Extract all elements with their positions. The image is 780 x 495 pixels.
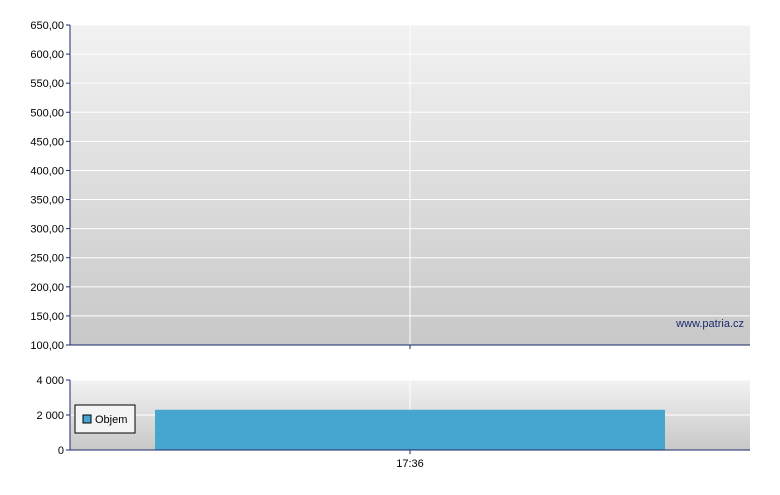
legend-swatch: [82, 414, 92, 424]
price-y-tick-label: 350,00: [30, 195, 64, 207]
volume-y-tick-label: 2 000: [36, 410, 64, 422]
legend-label-objem: Objem: [95, 414, 127, 426]
price-y-tick-label: 100,00: [30, 340, 64, 352]
price-y-tick-label: 550,00: [30, 78, 64, 90]
volume-y-axis: 0 2 000 4 000: [36, 375, 70, 457]
price-y-tick-label: 300,00: [30, 224, 64, 236]
legend: Objem: [74, 404, 136, 434]
volume-x-tick-label: 17:36: [396, 458, 424, 470]
price-y-tick-label: 450,00: [30, 136, 64, 148]
price-y-tick-label: 150,00: [30, 311, 64, 323]
price-y-axis: 100,00 150,00 200,00 250,00 300,00 350,00 400,…: [30, 20, 70, 352]
volume-y-tick-label: 0: [58, 445, 64, 457]
price-y-tick-label: 400,00: [30, 165, 64, 177]
price-y-tick-label: 600,00: [30, 49, 64, 61]
volume-x-axis: 17:36: [396, 450, 424, 470]
volume-panel: 0 2 000 4 000 17:36 Objem: [36, 375, 750, 470]
volume-y-tick-label: 4 000: [36, 375, 64, 387]
volume-bars: [155, 409, 665, 450]
volume-bar: [155, 409, 665, 450]
price-gridlines: [70, 24, 750, 345]
price-y-tick-label: 250,00: [30, 253, 64, 265]
price-y-tick-label: 200,00: [30, 282, 64, 294]
price-panel: 100,00 150,00 200,00 250,00 300,00 350,00 400,…: [30, 20, 750, 352]
watermark: www.patria.cz: [675, 318, 744, 330]
legend-box: [74, 404, 136, 434]
price-y-tick-label: 650,00: [30, 20, 64, 32]
price-y-tick-label: 500,00: [30, 107, 64, 119]
